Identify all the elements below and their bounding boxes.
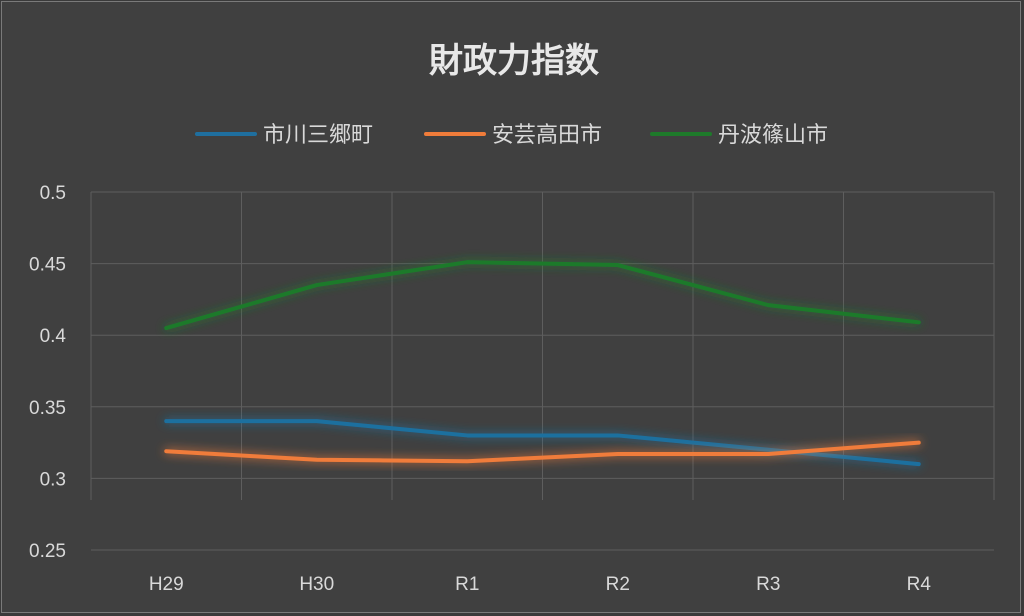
grid [90,191,995,551]
x-tick-label: H29 [149,574,184,595]
legend-label: 市川三郷町 [263,123,373,148]
y-tick-label: 0.25 [29,541,66,562]
y-tick-label: 0.5 [40,183,66,204]
y-tick-label: 0.45 [29,255,66,276]
legend-label: 丹波篠山市 [718,123,828,148]
x-tick-label: R2 [606,574,630,595]
y-tick-label: 0.35 [29,398,66,419]
series-group [164,260,921,467]
x-tick-label: R3 [756,574,780,595]
y-tick-label: 0.3 [40,469,66,490]
y-tick-label: 0.4 [40,326,67,347]
chart-title: 財政力指数 [429,41,599,81]
series-line [164,440,921,464]
y-axis: 0.5 0.45 0.4 0.35 0.3 0.25 [29,183,66,562]
x-tick-label: R4 [907,574,932,595]
legend: 市川三郷町 安芸高田市 丹波篠山市 [195,123,828,148]
x-axis: H29 H30 R1 R2 R3 R4 [149,574,932,595]
legend-label: 安芸高田市 [492,123,602,148]
x-tick-label: R1 [455,574,479,595]
x-tick-label: H30 [299,574,334,595]
series-line [164,260,921,331]
